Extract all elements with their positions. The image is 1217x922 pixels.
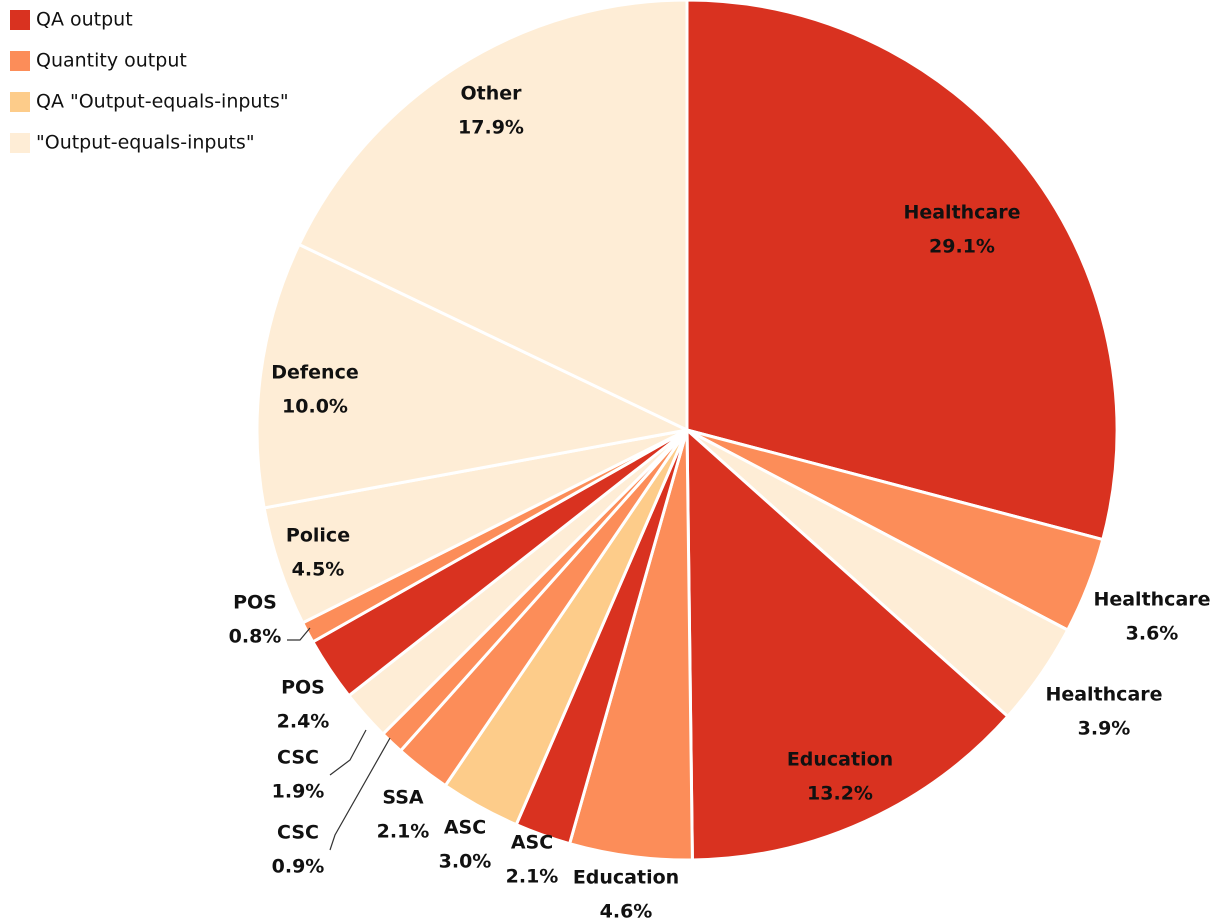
legend-label: "Output-equals-inputs" xyxy=(36,132,255,154)
slice-value: 0.9% xyxy=(272,856,325,878)
slice-category: Police xyxy=(286,525,350,547)
slice-category: Other xyxy=(460,83,522,105)
slice-value: 3.6% xyxy=(1126,623,1179,645)
leader-line xyxy=(329,729,367,776)
pie-slice xyxy=(297,0,689,433)
legend-label: QA output xyxy=(36,9,133,31)
slice-category: SSA xyxy=(382,787,424,809)
slice-category: Healthcare xyxy=(1045,684,1162,706)
slice-value: 2.1% xyxy=(506,866,559,888)
slice-category: Education xyxy=(787,749,893,771)
slice-category: ASC xyxy=(444,817,486,839)
slice-value: 29.1% xyxy=(929,236,995,258)
slice-category: POS xyxy=(233,592,277,614)
slice-category: Education xyxy=(573,867,679,889)
legend-swatch xyxy=(10,133,30,153)
leader-line xyxy=(329,737,391,851)
legend-swatch xyxy=(10,10,30,30)
slice-value: 2.4% xyxy=(277,711,330,733)
slice-value: 1.9% xyxy=(272,781,325,803)
legend-swatch xyxy=(10,51,30,71)
legend-swatch xyxy=(10,92,30,112)
slice-category: Defence xyxy=(271,362,359,384)
slice-category: CSC xyxy=(277,747,319,769)
leader-line xyxy=(287,627,311,641)
pie-slice xyxy=(685,426,1010,862)
slice-value: 10.0% xyxy=(282,396,348,418)
pie-slice xyxy=(685,0,1119,542)
slice-category: CSC xyxy=(277,822,319,844)
slice-value: 17.9% xyxy=(458,117,524,139)
slice-category: ASC xyxy=(511,832,553,854)
slice-value: 4.6% xyxy=(600,901,653,922)
slice-value: 13.2% xyxy=(807,783,873,805)
slice-value: 4.5% xyxy=(292,559,345,581)
slice-value: 3.0% xyxy=(439,851,492,873)
legend-label: QA "Output-equals-inputs" xyxy=(36,91,289,113)
pie-slice xyxy=(255,242,692,510)
slice-value: 0.8% xyxy=(229,626,282,648)
slice-value: 3.9% xyxy=(1078,718,1131,740)
slice-category: POS xyxy=(281,677,325,699)
slice-category: Healthcare xyxy=(1093,589,1210,611)
slice-value: 2.1% xyxy=(377,821,430,843)
slice-category: Healthcare xyxy=(903,202,1020,224)
legend-label: Quantity output xyxy=(36,50,187,72)
